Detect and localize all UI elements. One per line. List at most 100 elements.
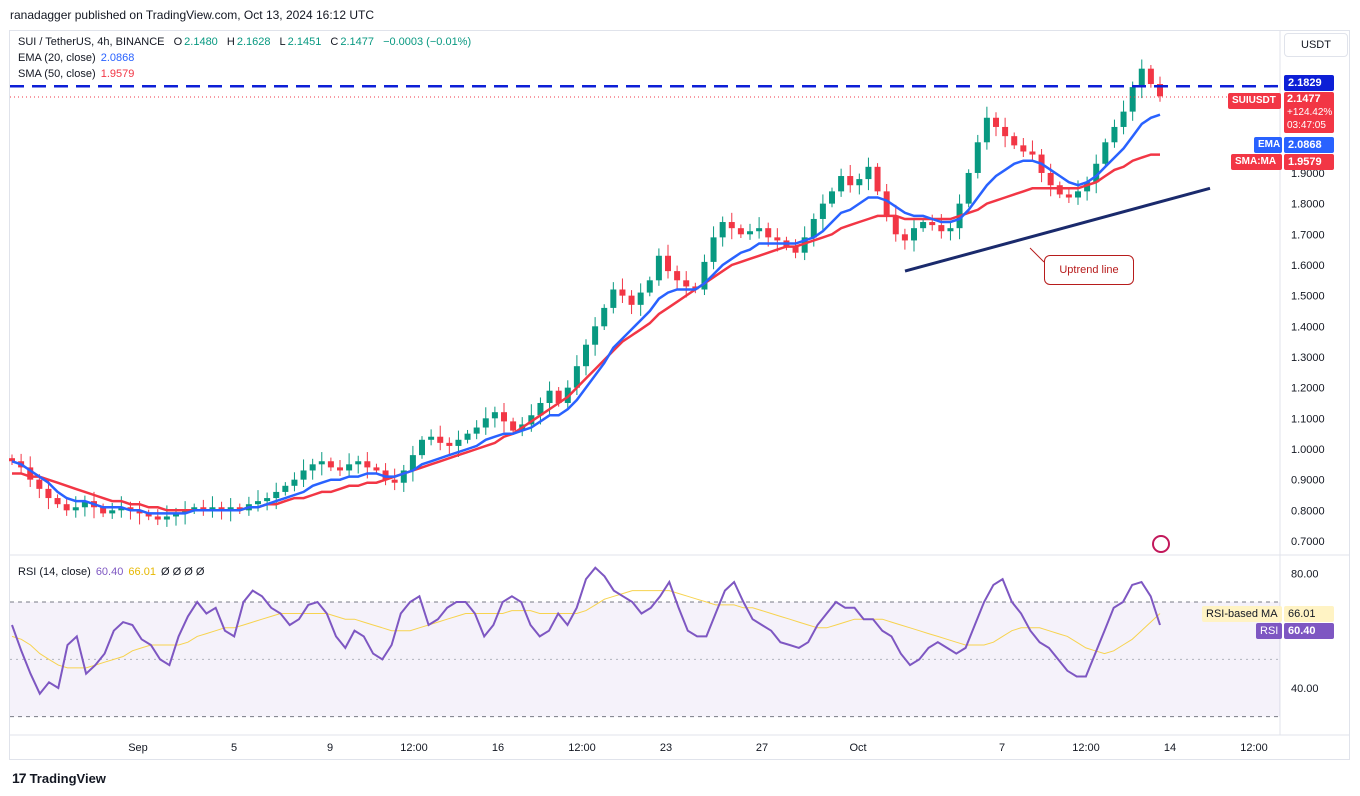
chart-frame: [9, 30, 1350, 760]
candle-body: [883, 191, 890, 216]
candle-body: [81, 501, 88, 508]
candle-body: [537, 402, 544, 416]
rsi-ma-tag: RSI-based MA: [1202, 606, 1282, 622]
time-tick-label: 27: [756, 742, 768, 754]
price-tick-label: 1.6000: [1291, 260, 1325, 272]
last-price: 2.1477: [1287, 93, 1321, 105]
price-tick-label: 0.7000: [1291, 536, 1325, 548]
candle-body: [264, 498, 271, 502]
candle-body: [136, 510, 143, 514]
candle-body: [400, 470, 407, 483]
candle-body: [573, 366, 580, 388]
sma50-line: [12, 153, 1160, 512]
time-tick-label: Sep: [128, 742, 148, 754]
candle-body: [829, 191, 835, 204]
candle-body: [756, 228, 763, 232]
ema-legend[interactable]: EMA (20, close) 2.0868: [18, 52, 134, 64]
candle-body: [109, 510, 116, 514]
price-tick-label: 1.5000: [1291, 291, 1325, 303]
candle-body: [874, 166, 881, 192]
candle-body: [63, 504, 70, 511]
candle-body: [36, 479, 43, 489]
candle-body: [947, 228, 954, 232]
candle-body: [291, 479, 298, 486]
candle-body: [801, 237, 808, 253]
open-value: 2.1480: [184, 36, 218, 48]
candle-body: [692, 286, 699, 290]
candle-body: [601, 307, 608, 327]
currency-button[interactable]: USDT: [1284, 33, 1348, 57]
candle-body: [327, 461, 334, 468]
rsi-legend[interactable]: RSI (14, close) 60.40 66.01 Ø Ø Ø Ø: [18, 566, 204, 578]
footer-brand-label: TradingView: [29, 770, 106, 786]
candle-body: [501, 412, 507, 422]
candle-body: [792, 246, 799, 253]
candle-body: [455, 439, 462, 446]
open-label: O: [173, 36, 183, 48]
candle-body: [728, 222, 735, 229]
candle-body: [45, 488, 52, 499]
candle-body: [1020, 145, 1027, 152]
candle-body: [583, 344, 589, 367]
rsi-ma-legend-value: 66.01: [128, 566, 156, 578]
candle-body: [382, 470, 389, 480]
candle-body: [364, 461, 371, 468]
candle-body: [628, 295, 635, 305]
rsi-line: [11, 566, 1161, 696]
candle-body: [72, 507, 79, 511]
candle-body: [847, 176, 854, 186]
candle-body: [865, 166, 872, 180]
candle-body: [646, 280, 653, 293]
candle-body: [337, 467, 343, 471]
candle-body: [929, 222, 936, 226]
candle-body: [9, 458, 15, 462]
rsi-ma-value-tag: 66.01: [1284, 606, 1334, 622]
candle-body: [1047, 172, 1054, 186]
candle-body: [100, 507, 107, 514]
candle-body: [282, 485, 289, 492]
price-tick-label: 1.2000: [1291, 383, 1325, 395]
candle-body: [911, 228, 917, 241]
candle-body: [346, 464, 353, 471]
price-scale-ticks: 0.7000 0.8000 0.9000 1.0000 1.1000 1.2000 1.30…: [1291, 168, 1325, 548]
candle-body: [200, 507, 207, 511]
candle-body: [983, 117, 990, 143]
candle-body: [993, 117, 999, 127]
candle-body: [173, 513, 179, 517]
candle-body: [373, 467, 380, 471]
footer-brand[interactable]: 17 TradingView: [12, 770, 106, 786]
close-value: 2.1477: [340, 36, 374, 48]
symbol-name[interactable]: SUI / TetherUS, 4h, BINANCE: [18, 36, 165, 48]
candle-body: [974, 142, 981, 173]
candle-body: [856, 179, 863, 186]
price-tick-label: 1.8000: [1291, 199, 1325, 211]
candle-body: [528, 415, 535, 425]
candle-body: [1002, 126, 1009, 137]
ema-legend-label: EMA (20, close): [18, 52, 96, 64]
rsi-legend-value: 60.40: [95, 566, 124, 578]
uptrend-annotation[interactable]: Uptrend line: [1044, 255, 1134, 285]
candle-body: [765, 228, 772, 238]
price-tick-label: 0.9000: [1291, 475, 1325, 487]
last-price-tag: 2.1477 +124.42% 03:47:05: [1284, 92, 1334, 133]
candle-body: [227, 507, 234, 511]
price-tick-label: 1.7000: [1291, 229, 1325, 241]
time-tick-label: 5: [231, 742, 237, 754]
candle-body: [1120, 111, 1127, 127]
candle-body: [482, 418, 489, 428]
symbol-tag: SUIUSDT: [1228, 93, 1281, 109]
price-tick-label: 1.3000: [1291, 352, 1325, 364]
candle-body: [1138, 68, 1145, 88]
candle-body: [810, 218, 817, 238]
candle-body: [701, 261, 708, 290]
sma-price-tag: 1.9579: [1284, 154, 1334, 170]
candle-body: [1147, 68, 1154, 85]
low-label: L: [279, 36, 286, 48]
ema-legend-value: 2.0868: [100, 52, 135, 64]
time-tick-label: 14: [1164, 742, 1176, 754]
candle-body: [1102, 142, 1109, 164]
sma-legend[interactable]: SMA (50, close) 1.9579: [18, 68, 134, 80]
candle-body: [309, 464, 316, 471]
candle-body: [892, 215, 899, 235]
